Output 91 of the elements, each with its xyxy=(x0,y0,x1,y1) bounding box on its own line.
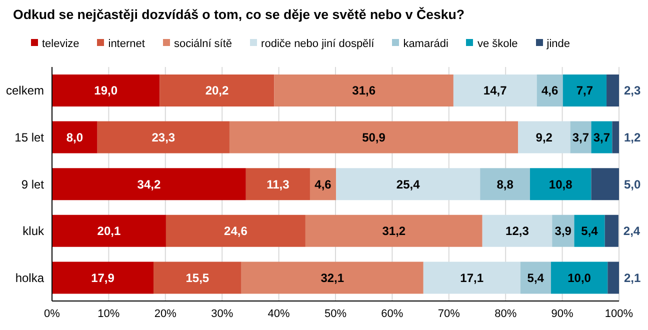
x-tick-label: 70% xyxy=(438,308,460,320)
legend-label: kamarádi xyxy=(403,38,448,50)
data-label: 31,6 xyxy=(352,84,376,98)
x-tick-label: 100% xyxy=(604,308,634,320)
bar xyxy=(229,121,518,154)
bar xyxy=(160,74,274,106)
bar xyxy=(530,168,592,200)
bar xyxy=(52,168,246,200)
data-label: 7,7 xyxy=(576,84,594,98)
bar xyxy=(591,168,619,200)
legend-label: ve škole xyxy=(477,38,518,50)
bar xyxy=(536,74,563,106)
bar xyxy=(153,262,242,294)
data-label: 34,2 xyxy=(137,177,161,192)
bar xyxy=(574,214,605,247)
y-tick-label: 9 let xyxy=(21,177,45,192)
data-label: 15,5 xyxy=(186,270,210,285)
bar xyxy=(52,262,154,294)
data-label: 3,7 xyxy=(593,130,610,144)
data-label: 3,9 xyxy=(554,224,572,238)
data-label: 19,0 xyxy=(94,84,118,98)
data-label: 20,2 xyxy=(205,84,229,98)
bar xyxy=(453,74,537,106)
data-label: 2,4 xyxy=(623,224,640,238)
x-tick-label: 30% xyxy=(211,308,234,320)
data-label: 32,1 xyxy=(320,270,344,285)
bar xyxy=(52,74,160,106)
legend-label: rodiče nebo jiní dospělí xyxy=(261,38,374,50)
data-label: 2,3 xyxy=(624,84,642,98)
bar xyxy=(604,214,618,247)
chart-title: Odkud se nejčastěji dozvídáš o tom, co se děje ve světě nebo v Česku? xyxy=(13,7,465,22)
data-label: 11,3 xyxy=(266,177,290,192)
data-label: 5,4 xyxy=(527,270,544,285)
x-tick-label: 60% xyxy=(381,308,404,320)
bar xyxy=(562,74,607,106)
y-tick-label: holka xyxy=(15,270,44,285)
bar xyxy=(550,262,608,294)
data-label: 23,3 xyxy=(152,130,176,144)
data-label: 4,6 xyxy=(541,84,558,98)
data-label: 8,0 xyxy=(66,130,84,144)
data-label: 10,8 xyxy=(548,177,573,192)
bar xyxy=(336,168,480,200)
data-label: 8,8 xyxy=(496,177,514,192)
bar xyxy=(166,214,306,247)
data-label: 17,1 xyxy=(460,270,484,285)
bar xyxy=(520,262,551,294)
x-tick-label: 40% xyxy=(268,308,290,320)
x-tick-label: 80% xyxy=(494,308,517,320)
legend-label: sociální sítě xyxy=(174,38,232,50)
bar xyxy=(606,74,619,106)
data-label: 4,6 xyxy=(314,177,332,192)
data-label: 31,2 xyxy=(382,224,406,238)
bar xyxy=(518,121,570,154)
data-label: 10,0 xyxy=(568,270,592,285)
x-tick-label: 90% xyxy=(551,308,574,320)
bar xyxy=(482,214,552,247)
bar xyxy=(423,262,520,294)
x-tick-label: 10% xyxy=(98,308,120,320)
legend-label: internet xyxy=(108,38,145,50)
bar xyxy=(52,214,166,247)
x-tick-label: 50% xyxy=(324,308,347,320)
x-tick-label: 0% xyxy=(44,308,60,320)
y-tick-label: 15 let xyxy=(14,130,45,144)
bar xyxy=(480,168,530,200)
data-label: 24,6 xyxy=(224,224,248,238)
legend-label: jinde xyxy=(546,38,570,50)
bar xyxy=(274,74,454,106)
bar xyxy=(97,121,230,154)
bar xyxy=(305,214,482,247)
data-label: 20,1 xyxy=(97,224,121,238)
y-tick-label: kluk xyxy=(22,224,45,238)
bar xyxy=(310,168,336,200)
x-tick-label: 20% xyxy=(154,308,177,320)
data-label: 1,2 xyxy=(624,130,642,144)
data-label: 14,7 xyxy=(483,84,508,98)
data-label: 12,3 xyxy=(506,224,530,238)
data-label: 3,7 xyxy=(572,130,590,144)
data-label: 5,0 xyxy=(624,177,642,192)
data-label: 9,2 xyxy=(536,130,553,144)
data-label: 50,9 xyxy=(362,130,386,144)
bar xyxy=(52,121,98,154)
bar xyxy=(612,121,619,154)
legend-label: televize xyxy=(42,38,80,50)
y-tick-label: celkem xyxy=(6,84,44,98)
bar xyxy=(608,262,619,294)
data-label: 25,4 xyxy=(396,177,420,192)
bar xyxy=(246,168,310,200)
data-label: 5,4 xyxy=(581,224,598,238)
bar xyxy=(241,262,424,294)
data-label: 2,1 xyxy=(624,270,642,285)
data-label: 17,9 xyxy=(91,270,115,285)
